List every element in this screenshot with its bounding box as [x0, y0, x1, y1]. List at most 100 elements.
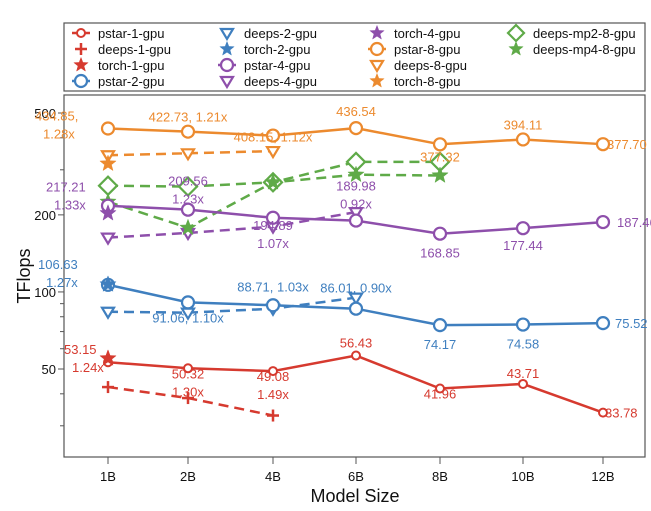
circle-marker	[73, 73, 89, 89]
x-tick-label: 2B	[180, 469, 196, 484]
circle-marker	[595, 214, 611, 230]
star-marker	[73, 56, 89, 72]
triangle-marker	[219, 75, 235, 90]
data-label: 377.32	[420, 149, 460, 164]
data-label-line: 74.58	[507, 337, 540, 352]
circle-marker	[268, 366, 278, 377]
star-marker	[99, 349, 117, 366]
circle-marker	[180, 124, 196, 139]
circle-marker	[348, 120, 364, 136]
circle-marker	[265, 210, 281, 225]
legend-label: deeps-mp2-8-gpu	[533, 26, 636, 41]
data-label: 41.96	[424, 386, 457, 401]
circle-marker	[348, 213, 364, 228]
star-marker	[99, 275, 117, 292]
x-tick-label: 8B	[432, 469, 448, 484]
series-torch-1-gpu	[99, 349, 117, 366]
data-label-line: 408.15, 1.12x	[234, 130, 313, 145]
circle-marker	[265, 298, 281, 313]
data-label: 50.32 1.30x	[172, 366, 205, 399]
data-label: 168.85	[420, 246, 460, 261]
triangle-marker	[265, 145, 281, 160]
circle-marker	[76, 28, 86, 38]
triangle-marker	[100, 306, 116, 320]
circle-marker	[515, 132, 531, 147]
data-label-line: 168.85	[420, 246, 460, 261]
star-marker	[369, 72, 385, 88]
legend-item-deeps-2-gpu: deeps-2-gpu	[219, 26, 317, 42]
legend-label: torch-8-gpu	[394, 74, 460, 89]
plus-marker	[102, 381, 114, 394]
circle-marker	[180, 202, 196, 217]
data-label-line: 189.98	[336, 179, 376, 194]
data-label-line: 91.06, 1.10x	[152, 310, 224, 325]
triangle-marker	[348, 292, 364, 306]
plus-marker	[267, 409, 279, 422]
circle-marker	[348, 301, 364, 316]
legend: pstar-1-gpudeeps-1-gputorch-1-gpupstar-2…	[63, 22, 646, 92]
y-axis-title: TFlops	[14, 248, 34, 303]
circle-marker	[518, 378, 528, 389]
triangle-marker	[369, 59, 385, 74]
star-marker	[347, 165, 365, 183]
series-pstar-8-gpu	[100, 120, 611, 152]
data-label: 422.73, 1.21x	[149, 110, 228, 125]
circle-marker	[515, 317, 531, 332]
star-marker	[431, 166, 449, 183]
circle-marker	[351, 350, 361, 361]
diamond-marker	[177, 176, 199, 198]
data-label: 74.58	[507, 337, 540, 352]
star-marker	[219, 40, 235, 56]
data-label-line: 194.89	[253, 218, 293, 233]
data-label: 217.21 1.33x	[46, 180, 86, 213]
plot-border	[63, 94, 646, 458]
series-torch-8-gpu	[99, 154, 117, 172]
x-tick-label: 4B	[265, 469, 281, 484]
legend-label: torch-1-gpu	[98, 58, 164, 73]
triangle-marker	[348, 207, 364, 221]
data-label: 436.54	[336, 104, 376, 119]
data-label: 56.43	[340, 336, 373, 351]
data-label: 189.98 0.92x	[336, 179, 376, 212]
data-label-line: 106.63	[38, 257, 78, 272]
legend-label: pstar-1-gpu	[98, 26, 164, 41]
circle-marker	[515, 221, 531, 236]
legend-label: pstar-2-gpu	[98, 74, 164, 89]
data-label-line: 1.49x	[257, 387, 289, 402]
data-label: 106.63 1.27x	[38, 257, 78, 290]
data-label-line: 217.21	[46, 180, 86, 195]
data-label: 434.85, 1.28x	[35, 109, 78, 142]
circle-marker	[595, 137, 611, 152]
legend-item-torch-8-gpu: torch-8-gpu	[369, 72, 460, 89]
circle-marker	[595, 316, 611, 331]
legend-item-deeps-8-gpu: deeps-8-gpu	[369, 58, 467, 74]
x-tick-label: 1B	[100, 469, 116, 484]
series-deeps-1-gpu	[102, 381, 279, 422]
data-label-line: 187.46	[617, 215, 651, 230]
legend-item-pstar-1-gpu: pstar-1-gpu	[72, 26, 164, 41]
data-label: 91.06, 1.10x	[152, 310, 224, 325]
data-label: 177.44	[503, 238, 543, 253]
legend-label: pstar-8-gpu	[394, 42, 460, 57]
triangle-marker	[219, 27, 235, 42]
data-label-line: 377.32	[420, 149, 460, 164]
data-label: 194.89 1.07x	[253, 218, 293, 251]
legend-item-torch-1-gpu: torch-1-gpu	[73, 56, 164, 73]
data-label-line: 56.43	[340, 336, 373, 351]
star-marker	[99, 154, 117, 172]
data-label-line: 1.28x	[43, 127, 75, 142]
data-label: 408.15, 1.12x	[234, 130, 313, 145]
legend-label: deeps-mp4-8-gpu	[533, 42, 636, 57]
data-label-line: 1.23x	[172, 192, 204, 207]
circle-marker	[432, 318, 448, 333]
diamond-marker	[97, 175, 119, 197]
legend-label: deeps-2-gpu	[244, 26, 317, 41]
star-marker	[264, 173, 282, 190]
data-label-line: 53.15	[64, 342, 97, 357]
star-marker	[99, 204, 117, 221]
legend-box	[63, 22, 646, 92]
data-label-line: 43.71	[507, 366, 540, 381]
circle-marker	[183, 363, 193, 374]
triangle-marker	[100, 232, 116, 246]
data-label-line: 41.96	[424, 386, 457, 401]
